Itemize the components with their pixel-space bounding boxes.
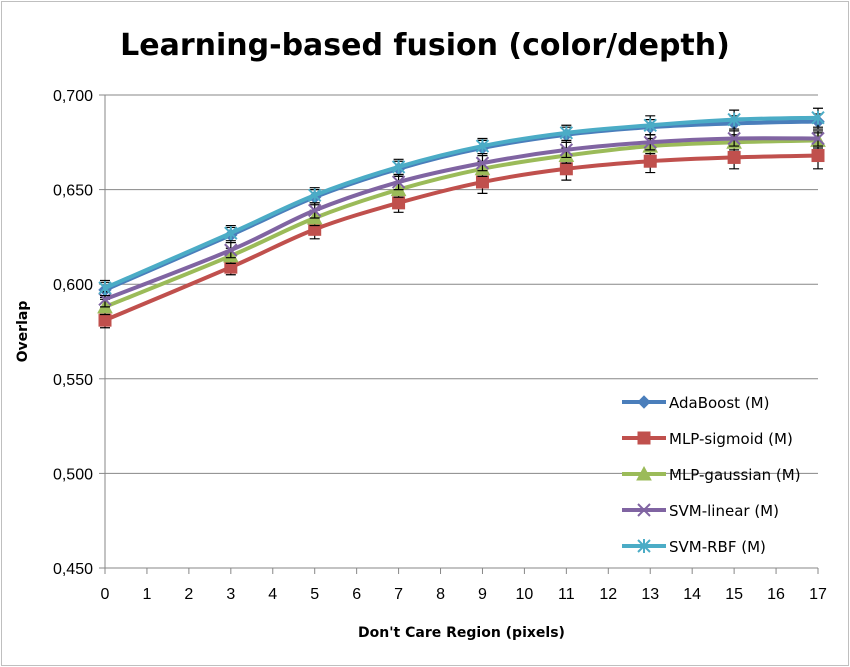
x-tick-label: 2	[184, 586, 193, 603]
legend-label: AdaBoost (M)	[669, 394, 769, 412]
data-point	[643, 118, 657, 133]
x-tick-label: 14	[683, 586, 701, 603]
data-point	[475, 175, 489, 189]
x-tick-label: 17	[809, 586, 827, 603]
legend-label: MLP-sigmoid (M)	[669, 430, 793, 448]
y-axis-label: Overlap	[15, 301, 31, 363]
x-tick-label: 9	[478, 586, 487, 603]
data-point	[559, 125, 574, 140]
x-tick-label: 6	[352, 586, 361, 603]
data-point	[811, 131, 825, 146]
data-point	[307, 203, 322, 218]
x-tick-label: 0	[101, 586, 110, 603]
x-axis-label: Don't Care Region (pixels)	[358, 625, 565, 641]
x-tick-label: 7	[394, 586, 403, 603]
data-point	[391, 159, 406, 174]
data-point	[392, 196, 406, 210]
data-point	[224, 243, 238, 257]
legend-item: SVM-RBF (M)	[622, 538, 766, 556]
series-4	[98, 107, 825, 297]
data-point	[727, 112, 741, 127]
y-tick-label: 0,700	[53, 88, 93, 105]
data-point	[98, 313, 112, 327]
data-point	[475, 139, 490, 154]
data-point	[811, 110, 825, 125]
legend-marker	[637, 503, 651, 517]
gridlines	[105, 94, 818, 569]
x-tick-label: 12	[599, 586, 617, 603]
y-tick-label: 0,650	[53, 183, 93, 200]
x-tick-label: 8	[436, 586, 445, 603]
y-tick-label: 0,500	[53, 466, 93, 483]
legend: AdaBoost (M) MLP-sigmoid (M) MLP-gaussian …	[622, 394, 801, 556]
legend-item: AdaBoost (M)	[622, 394, 769, 412]
data-point	[559, 162, 573, 176]
x-tick-label: 1	[142, 586, 151, 603]
y-tick-labels: 0,450 0,500 0,550 0,600 0,650 0,700	[53, 88, 93, 578]
data-point	[727, 150, 741, 164]
series-group	[97, 107, 826, 329]
legend-marker	[637, 431, 651, 445]
y-tick-label: 0,450	[53, 561, 93, 578]
x-tick-label: 15	[725, 586, 743, 603]
legend-label: MLP-gaussian (M)	[669, 466, 801, 484]
axes	[99, 94, 819, 574]
legend-marker	[636, 465, 652, 481]
series-line	[103, 153, 820, 323]
data-point	[643, 154, 657, 168]
data-point	[643, 135, 657, 150]
x-tick-label: 3	[226, 586, 235, 603]
legend-marker	[637, 395, 651, 409]
series-2	[97, 132, 826, 316]
data-point	[475, 156, 490, 170]
data-point	[391, 175, 406, 189]
data-point	[559, 143, 574, 157]
x-tick-label: 5	[310, 586, 319, 603]
data-point	[727, 131, 741, 146]
data-point	[224, 226, 238, 241]
x-tick-label: 10	[516, 586, 534, 603]
x-tick-label: 4	[268, 586, 277, 603]
legend-marker	[637, 539, 651, 553]
x-tick-label: 13	[641, 586, 659, 603]
x-tick-label: 11	[558, 586, 575, 603]
legend-item: SVM-linear (M)	[622, 502, 779, 520]
x-tick-label: 16	[767, 586, 785, 603]
legend-item: MLP-sigmoid (M)	[622, 430, 793, 448]
y-tick-label: 0,550	[53, 372, 93, 389]
x-tick-labels: 0 1 2 3 4 5 6 7 8 9 10 11 12 13 14 15 16 17	[101, 586, 827, 603]
data-point	[811, 149, 825, 163]
data-point	[307, 188, 322, 203]
series-1	[98, 141, 825, 329]
series-3	[98, 130, 825, 308]
legend-item: MLP-gaussian (M)	[622, 465, 801, 484]
data-point	[98, 280, 112, 295]
y-tick-label: 0,600	[53, 277, 93, 294]
legend-label: SVM-RBF (M)	[669, 538, 766, 556]
legend-label: SVM-linear (M)	[669, 502, 779, 520]
chart-title: Learning-based fusion (color/depth)	[120, 28, 730, 63]
